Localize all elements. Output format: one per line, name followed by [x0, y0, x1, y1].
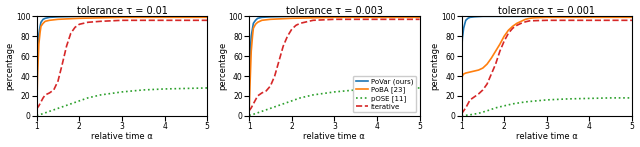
X-axis label: relative time α: relative time α [303, 132, 365, 141]
Title: tolerance τ = 0.001: tolerance τ = 0.001 [499, 6, 595, 16]
X-axis label: relative time α: relative time α [91, 132, 153, 141]
Y-axis label: percentage: percentage [218, 42, 227, 90]
X-axis label: relative time α: relative time α [516, 132, 578, 141]
Title: tolerance τ = 0.01: tolerance τ = 0.01 [77, 6, 168, 16]
Title: tolerance τ = 0.003: tolerance τ = 0.003 [286, 6, 383, 16]
Y-axis label: percentage: percentage [6, 42, 15, 90]
Y-axis label: percentage: percentage [430, 42, 440, 90]
Legend: PoVar (ours), PoBA [23], pOSE [11], iterative: PoVar (ours), PoBA [23], pOSE [11], iter… [353, 76, 416, 112]
